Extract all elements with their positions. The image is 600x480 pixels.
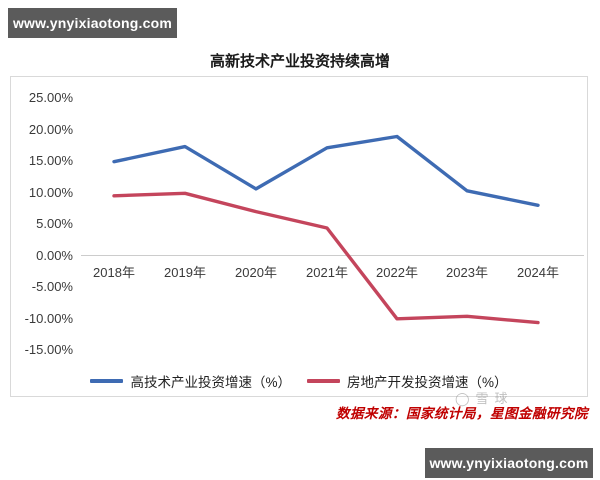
y-tick-label: 0.00% bbox=[36, 247, 73, 263]
y-tick-label: -15.00% bbox=[24, 342, 73, 358]
x-axis-label: 2019年 bbox=[164, 265, 206, 280]
site-url-text-bottom: www.ynyixiaotong.com bbox=[429, 455, 589, 471]
y-tick-label: -5.00% bbox=[31, 279, 73, 295]
y-tick-label: 25.00% bbox=[28, 90, 73, 105]
legend-label: 高技术产业投资增速（%） bbox=[130, 375, 291, 390]
x-axis-label: 2023年 bbox=[446, 265, 488, 280]
y-tick-label: 15.00% bbox=[28, 153, 73, 169]
line-series bbox=[112, 191, 540, 325]
data-source-note: 数据来源：国家统计局，星图金融研究院 bbox=[336, 406, 588, 421]
y-tick-label: 5.00% bbox=[36, 216, 73, 232]
xueqiu-watermark: ◯雪球 bbox=[455, 391, 514, 406]
x-axis-label: 2021年 bbox=[306, 265, 348, 280]
chart-legend: 高技术产业投资增速（%） 房地产开发投资增速（%） bbox=[11, 371, 587, 391]
x-axis-label: 2020年 bbox=[235, 265, 277, 280]
x-axis-label: 2024年 bbox=[517, 265, 559, 280]
chart-frame: 25.00% 20.00% 15.00% 10.00% 5.00% 0.00% -5.00%… bbox=[10, 76, 588, 397]
y-tick-label: 20.00% bbox=[28, 121, 73, 137]
site-watermark-banner-top: www.ynyixiaotong.com bbox=[8, 8, 177, 38]
legend-item: 房地产开发投资增速（%） bbox=[307, 371, 508, 391]
legend-label: 房地产开发投资增速（%） bbox=[347, 375, 508, 390]
legend-item: 高技术产业投资增速（%） bbox=[90, 371, 291, 391]
plot-area: 25.00% 20.00% 15.00% 10.00% 5.00% 0.00% -5.00%… bbox=[11, 77, 587, 396]
line-series bbox=[112, 134, 540, 208]
zero-axis-line bbox=[81, 255, 584, 256]
x-axis-label: 2018年 bbox=[93, 265, 135, 280]
x-axis-label: 2022年 bbox=[376, 265, 418, 280]
site-watermark-banner-bottom: www.ynyixiaotong.com bbox=[425, 448, 593, 478]
legend-line-swatch bbox=[90, 379, 124, 383]
y-tick-label: 10.00% bbox=[28, 184, 73, 200]
y-tick-label: -10.00% bbox=[24, 310, 73, 326]
chart-title: 高新技术产业投资持续高增 bbox=[209, 53, 390, 70]
line-series-canvas bbox=[112, 134, 540, 325]
legend-line-swatch bbox=[307, 379, 340, 383]
site-url-text-top: www.ynyixiaotong.com bbox=[12, 15, 173, 31]
